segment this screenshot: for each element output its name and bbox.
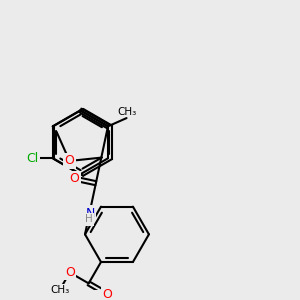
Text: O: O: [65, 266, 75, 279]
Text: O: O: [64, 154, 74, 167]
Text: N: N: [85, 207, 95, 220]
Text: Cl: Cl: [26, 152, 38, 165]
Text: CH₃: CH₃: [50, 285, 69, 295]
Text: O: O: [70, 172, 80, 185]
Text: CH₃: CH₃: [117, 106, 136, 117]
Text: H: H: [85, 214, 93, 224]
Text: O: O: [103, 288, 112, 300]
